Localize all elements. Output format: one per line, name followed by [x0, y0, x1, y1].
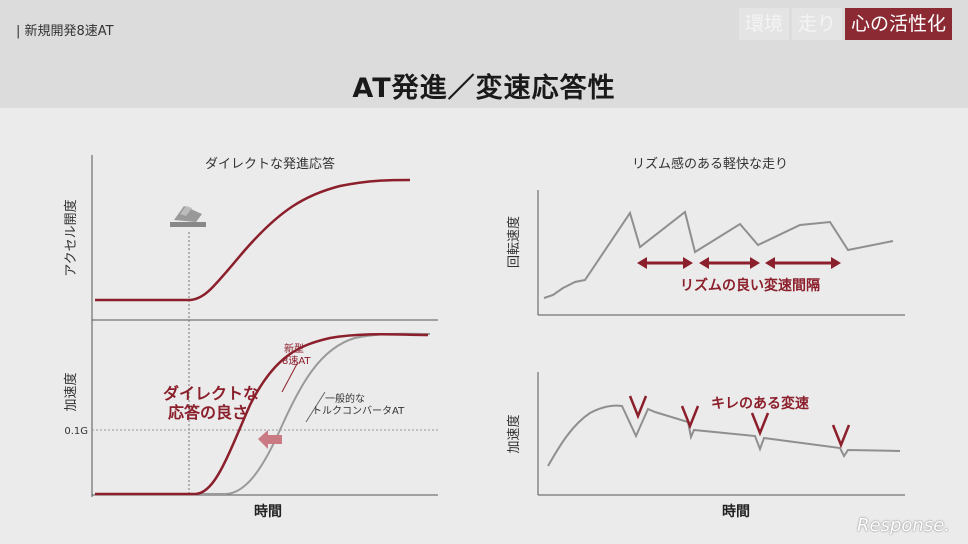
direct-callout-line2: 応答の良さ	[168, 403, 248, 422]
shift-interval-arrows	[637, 257, 841, 269]
right-time-label: 時間	[722, 503, 750, 520]
tick-label-0-1g: 0.1G	[64, 426, 88, 437]
direct-callout-line1: ダイレクトな	[163, 384, 259, 403]
left-panel-title: ダイレクトな発進応答	[205, 156, 335, 172]
new-8at-leader	[281, 361, 299, 393]
shift-markers	[628, 395, 851, 449]
rhythm-interval-label: リズムの良い変速間隔	[680, 277, 820, 294]
torque-converter-leader	[305, 391, 326, 423]
response-gap-arrow	[258, 430, 282, 449]
category-tags: 環境 走り 心の活性化	[738, 8, 952, 40]
section-label: | 新規開発8速AT	[16, 24, 114, 39]
right-acceleration-label: 加速度	[506, 414, 522, 453]
tag-heart-activation[interactable]: 心の活性化	[844, 8, 952, 40]
torque-converter-label: トルクコンバータAT	[312, 405, 405, 417]
tag-driving[interactable]: 走り	[791, 8, 842, 40]
accelerator-opening-curve	[95, 178, 411, 302]
rotation-speed-curve	[543, 210, 894, 299]
left-acceleration-label: 加速度	[63, 372, 79, 411]
page-title: AT発進／変速応答性	[352, 73, 616, 104]
response-logo: Response.	[857, 515, 950, 536]
general-label: 一般的な	[325, 392, 365, 405]
new-model-label: 新型	[284, 342, 304, 355]
right-panel-title: リズム感のある軽快な走り	[632, 156, 788, 172]
accelerator-pedal-icon	[170, 206, 206, 227]
new-8at-curve	[95, 333, 429, 496]
acceleration-curve	[547, 404, 901, 467]
new-8at-label: 8速AT	[282, 355, 311, 367]
tag-environment[interactable]: 環境	[738, 8, 789, 40]
left-time-label: 時間	[254, 503, 282, 520]
sharp-shift-label: キレのある変速	[711, 395, 809, 412]
accelerator-opening-label: アクセル開度	[63, 199, 79, 276]
rotation-speed-label: 回転速度	[506, 216, 522, 268]
